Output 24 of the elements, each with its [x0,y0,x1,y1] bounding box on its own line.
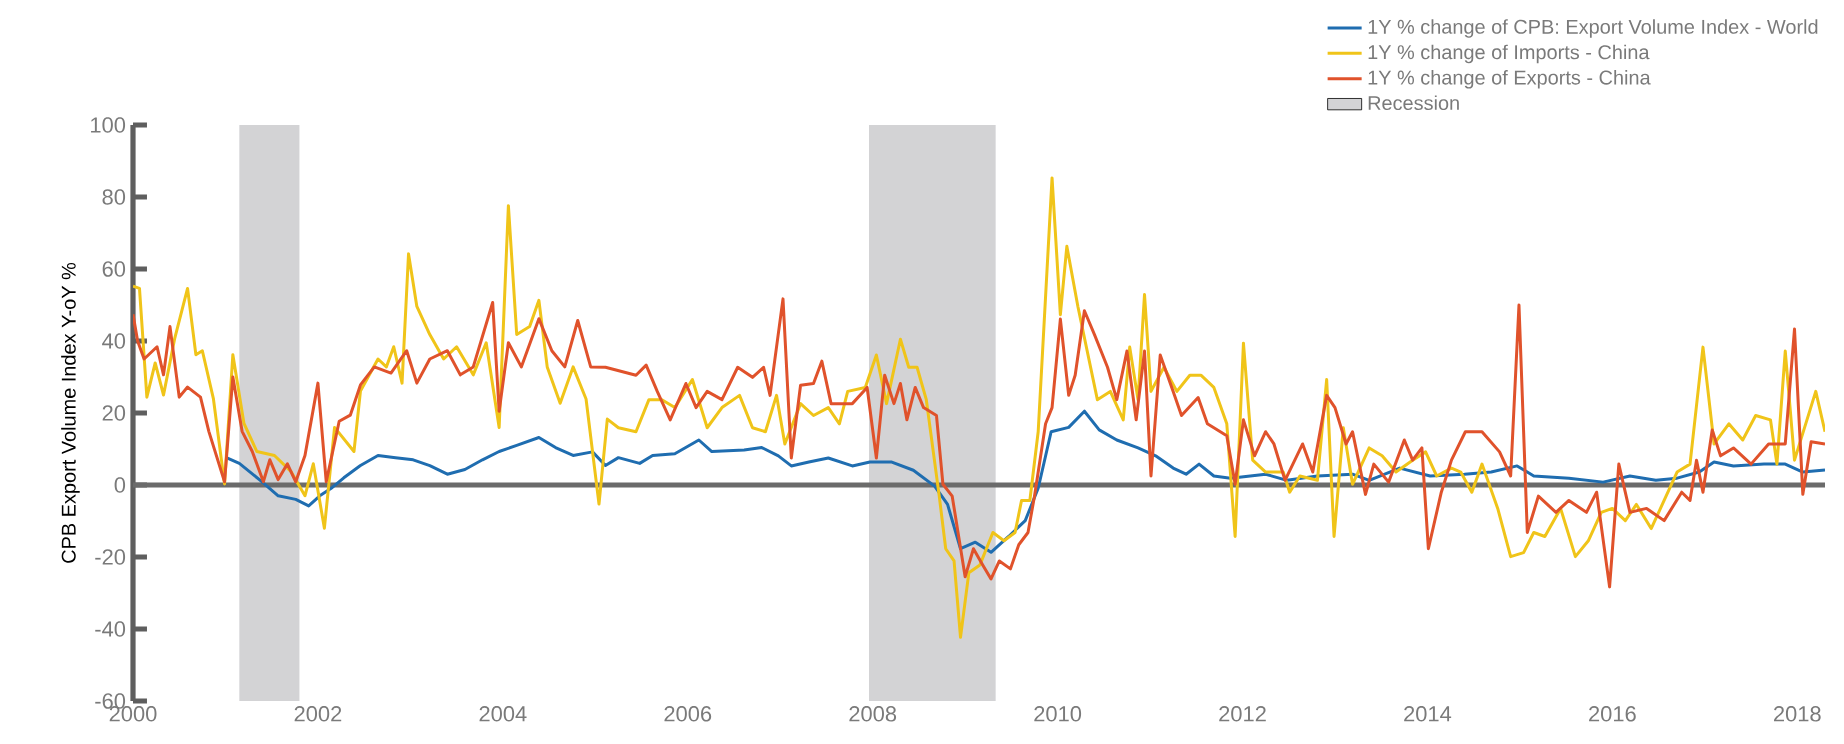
y-tick-label: 0 [114,477,126,493]
x-tick-label: 2014 [1404,706,1452,722]
y-tick-label: -20 [95,549,126,565]
x-tick-label: 2006 [664,706,712,722]
legend-label: 1Y % change of Exports - China [1368,70,1651,89]
legend-label: 1Y % change of Imports - China [1368,44,1650,64]
y-tick-label: 20 [102,405,126,421]
y-axis-title: CPB Export Volume Index Y-oY % [61,262,80,563]
legend-label: Recession [1368,95,1459,111]
x-tick-label: 2004 [479,706,527,722]
line-series [133,297,1826,589]
legend-label: 1Y % change of CPB: Export Volume Index - World [1368,19,1818,38]
y-tick-label: 100 [91,117,126,133]
y-tick-label: 80 [102,189,126,205]
x-tick-label: 2016 [1589,706,1636,722]
y-tick-label: 60 [102,261,126,277]
x-tick-label: 2018 [1773,706,1821,722]
x-tick-label: 2008 [849,706,897,722]
x-tick-label: 2002 [294,706,342,722]
line-series [133,176,1826,639]
y-tick-label: -40 [95,621,126,637]
y-tick-label: 40 [102,333,126,349]
x-tick-label: 2010 [1034,706,1082,722]
x-tick-label: 2012 [1219,706,1266,722]
